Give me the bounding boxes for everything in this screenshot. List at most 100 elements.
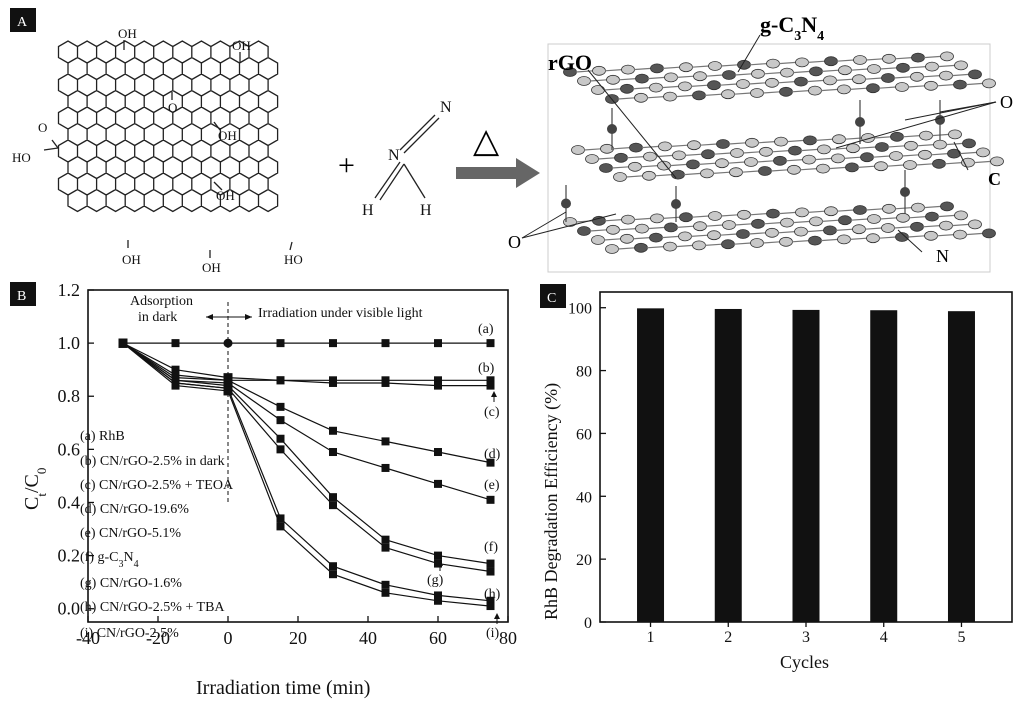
atom-bond xyxy=(583,148,602,151)
marker-i xyxy=(223,386,233,396)
atom xyxy=(634,242,648,253)
atom xyxy=(948,129,962,140)
atom-bond xyxy=(901,154,920,157)
label-pointer-arrow-icon xyxy=(437,560,443,566)
atom xyxy=(824,56,838,67)
atom xyxy=(918,149,932,160)
atom xyxy=(701,149,715,160)
legend-item-h: (h) CN/rGO-2.5% + TBA xyxy=(80,600,225,615)
atom-bond xyxy=(820,88,839,92)
marker-a xyxy=(381,339,390,348)
atom xyxy=(715,158,729,169)
atom-bond xyxy=(878,236,897,239)
atom xyxy=(650,213,664,224)
atom-bond xyxy=(879,67,898,70)
marker-i xyxy=(329,570,337,579)
atom xyxy=(910,221,924,232)
series-line-f xyxy=(122,342,491,565)
atom-bond xyxy=(690,234,709,237)
bar-cycle-2 xyxy=(714,308,742,622)
model-label-gcn: g-C3N4 xyxy=(760,12,824,44)
atom-bond xyxy=(617,247,636,250)
legend-item-c: (c) CN/rGO-2.5% + TEOA xyxy=(80,478,234,493)
end-label-b: (b) xyxy=(478,361,495,376)
atom-bond xyxy=(872,155,891,158)
series-line-d xyxy=(122,342,491,464)
atom xyxy=(824,206,838,217)
atom xyxy=(591,235,605,245)
atom-bond xyxy=(719,83,738,86)
atom-bond xyxy=(864,77,883,80)
atom-bond xyxy=(728,142,747,145)
marker-f xyxy=(276,434,285,443)
atom-bond xyxy=(589,79,608,82)
atom xyxy=(716,139,730,149)
go-label-cooh-ho: HO xyxy=(12,150,31,165)
atom-bond xyxy=(922,225,941,228)
atom-bond xyxy=(791,240,810,243)
atom-bond xyxy=(916,144,935,147)
atom-bond xyxy=(719,233,738,236)
atom xyxy=(809,216,823,227)
atom-bond xyxy=(646,246,665,249)
model-layers xyxy=(561,51,1004,254)
atom xyxy=(795,207,809,218)
atom-bond xyxy=(908,66,927,69)
panel-b-plot-area: -40 -20 0 20 40 60 80 0.0 0.2 0.4 0.6 0.8 1.0 1.2 (a) (… xyxy=(58,280,518,648)
y-tick-label: 1.0 xyxy=(58,333,81,353)
atom-bond xyxy=(936,84,955,87)
marker-f xyxy=(329,493,337,502)
marker-i xyxy=(171,381,180,390)
panel-b-legend: (a) RhB (b) CN/rGO-2.5% in dark (c) CN/r… xyxy=(80,429,234,641)
atom xyxy=(852,224,866,235)
marker-i xyxy=(486,602,495,611)
end-label-g: (g) xyxy=(427,573,444,588)
marker-b xyxy=(486,376,495,385)
atom xyxy=(794,226,808,237)
panel-b-annotations: Adsorption in dark Irradiation under vis… xyxy=(130,294,423,325)
end-label-h: (h) xyxy=(484,587,501,602)
atom xyxy=(606,224,620,235)
oxygen-atom xyxy=(561,198,571,209)
atom xyxy=(817,144,831,155)
atom-bond xyxy=(785,159,804,162)
atom-bond xyxy=(705,224,724,227)
atom xyxy=(658,141,672,152)
atom-bond xyxy=(646,96,665,99)
atom-bond xyxy=(879,217,898,220)
atom xyxy=(837,234,851,245)
model-label-o-right: O xyxy=(1000,92,1013,112)
plus-sign: + xyxy=(338,149,355,182)
atom xyxy=(613,172,627,182)
end-label-c: (c) xyxy=(484,405,500,420)
atom-bond xyxy=(792,220,811,224)
legend-item-i: (i) CN/rGO-2.5% xyxy=(80,626,179,641)
atom xyxy=(911,52,925,63)
atom xyxy=(823,75,837,86)
panel-b-xlabel: Irradiation time (min) xyxy=(196,677,370,699)
bar-cycle-4 xyxy=(870,310,898,622)
atom-bond xyxy=(864,227,883,230)
atom-bond xyxy=(632,237,651,240)
marker-f xyxy=(434,551,442,560)
go-label-oh-2: OH xyxy=(232,38,251,53)
atom-bond xyxy=(633,217,652,221)
atom xyxy=(816,163,830,174)
atom-bond xyxy=(937,214,956,218)
oxygen-atom xyxy=(855,117,865,127)
atom xyxy=(911,202,925,213)
marker-f xyxy=(381,535,390,544)
atom xyxy=(621,64,635,75)
atom-bond xyxy=(625,175,644,178)
x-tick-label: 1 xyxy=(647,629,655,646)
atom xyxy=(649,232,663,243)
atom xyxy=(765,227,779,238)
atom xyxy=(925,211,939,222)
atom-bond xyxy=(902,135,921,138)
atom-bond xyxy=(684,153,703,156)
legend-item-b: (b) CN/rGO-2.5% in dark xyxy=(80,454,225,469)
series-line-i xyxy=(122,342,491,607)
atom-bond xyxy=(640,165,659,168)
series-line-h xyxy=(122,342,491,602)
legend-item-d: (d) CN/rGO-19.6% xyxy=(80,502,189,517)
